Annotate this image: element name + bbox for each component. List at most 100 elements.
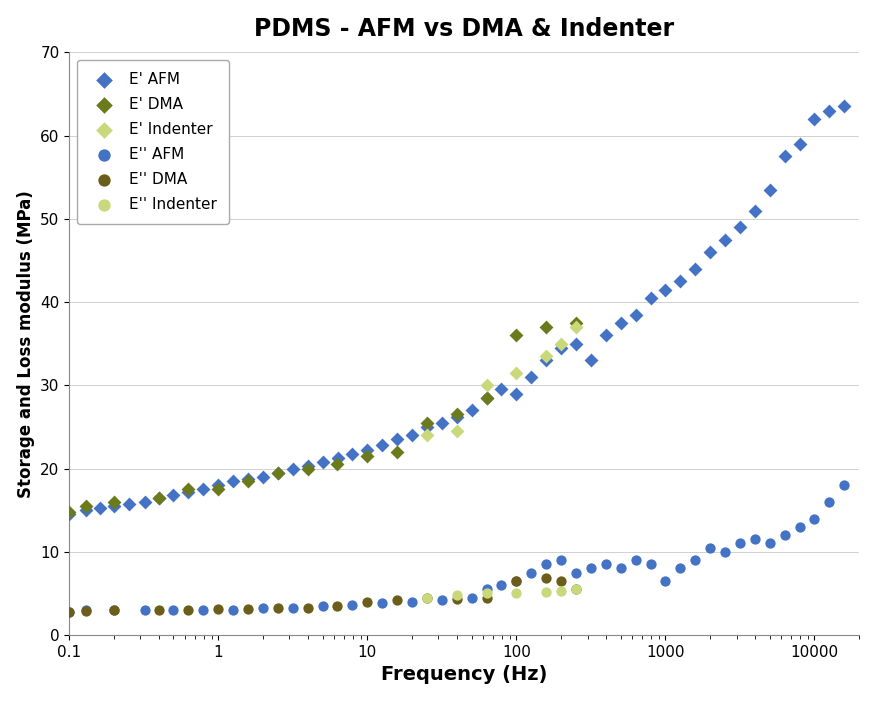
E'' DMA [301,602,315,613]
E' AFM [525,372,539,383]
E' AFM [793,138,807,149]
E'' AFM [837,479,851,491]
E' DMA [62,506,76,517]
E'' DMA [479,592,493,603]
E'' DMA [271,603,285,614]
E' AFM [837,101,851,112]
E' AFM [479,392,493,403]
E'' AFM [62,606,76,618]
E' AFM [211,479,225,491]
E' AFM [674,275,688,287]
E' AFM [614,318,628,329]
E'' AFM [525,567,539,578]
E' Indenter [569,322,583,333]
Y-axis label: Storage and Loss modulus (MPa): Storage and Loss modulus (MPa) [17,190,35,498]
E' DMA [569,318,583,329]
E'' AFM [569,567,583,578]
E' AFM [555,342,569,353]
E'' AFM [703,542,717,553]
E'' AFM [479,584,493,595]
E' AFM [80,505,94,516]
E'' AFM [674,563,688,574]
E'' AFM [434,594,449,606]
E' AFM [539,355,553,366]
E' DMA [181,484,195,495]
E'' DMA [510,576,524,587]
E'' Indenter [510,588,524,599]
E'' AFM [510,576,524,587]
Title: PDMS - AFM vs DMA & Indenter: PDMS - AFM vs DMA & Indenter [254,17,675,41]
E' DMA [390,447,404,458]
E'' AFM [629,554,643,566]
E' Indenter [539,350,553,362]
E' Indenter [510,367,524,379]
E' DMA [479,392,493,403]
E'' AFM [226,604,240,615]
E'' AFM [138,604,152,615]
E' DMA [211,484,225,495]
E' Indenter [449,426,463,437]
E' AFM [763,184,777,196]
E'' AFM [748,533,762,545]
E'' AFM [494,580,508,591]
E' AFM [584,355,598,366]
E' AFM [93,502,107,513]
E'' DMA [569,584,583,595]
E'' DMA [107,604,121,615]
E' DMA [152,492,166,503]
E'' AFM [555,554,569,566]
E'' Indenter [539,586,553,597]
E'' AFM [778,529,792,540]
E' Indenter [420,430,434,441]
E' AFM [778,151,792,162]
E'' AFM [196,604,210,615]
E' AFM [464,404,478,416]
E'' Indenter [569,584,583,595]
E'' DMA [62,606,76,618]
E'' AFM [80,604,94,615]
E' AFM [390,434,404,445]
E'' AFM [256,603,270,614]
E' AFM [420,421,434,433]
E' AFM [659,284,673,295]
E' AFM [510,388,524,400]
E' AFM [599,329,613,341]
E'' AFM [539,559,553,570]
E'' DMA [360,596,374,607]
E' Indenter [479,380,493,391]
X-axis label: Frequency (Hz): Frequency (Hz) [381,665,548,684]
E'' DMA [420,592,434,603]
E'' AFM [599,559,613,570]
E'' AFM [286,602,300,613]
E' AFM [107,501,121,512]
E' AFM [330,452,344,463]
E' AFM [733,222,747,233]
E' DMA [330,458,344,470]
E'' DMA [181,604,195,615]
E'' AFM [406,596,420,607]
E' DMA [301,463,315,474]
E' DMA [449,409,463,420]
E' DMA [539,322,553,333]
E' AFM [375,440,389,451]
E' AFM [703,247,717,258]
E'' AFM [823,496,837,508]
E' AFM [315,456,329,468]
E' AFM [808,114,822,125]
E'' DMA [80,605,94,616]
E'' DMA [330,600,344,611]
E' AFM [196,484,210,495]
E'' AFM [763,538,777,549]
E'' DMA [555,576,569,587]
E' AFM [823,105,837,116]
E' AFM [226,475,240,486]
E'' AFM [614,563,628,574]
E' AFM [449,411,463,423]
E'' AFM [689,554,703,566]
E' AFM [271,467,285,478]
E'' DMA [449,594,463,605]
E' AFM [241,473,255,484]
E' Indenter [555,338,569,349]
E'' AFM [315,600,329,611]
E' AFM [286,463,300,474]
